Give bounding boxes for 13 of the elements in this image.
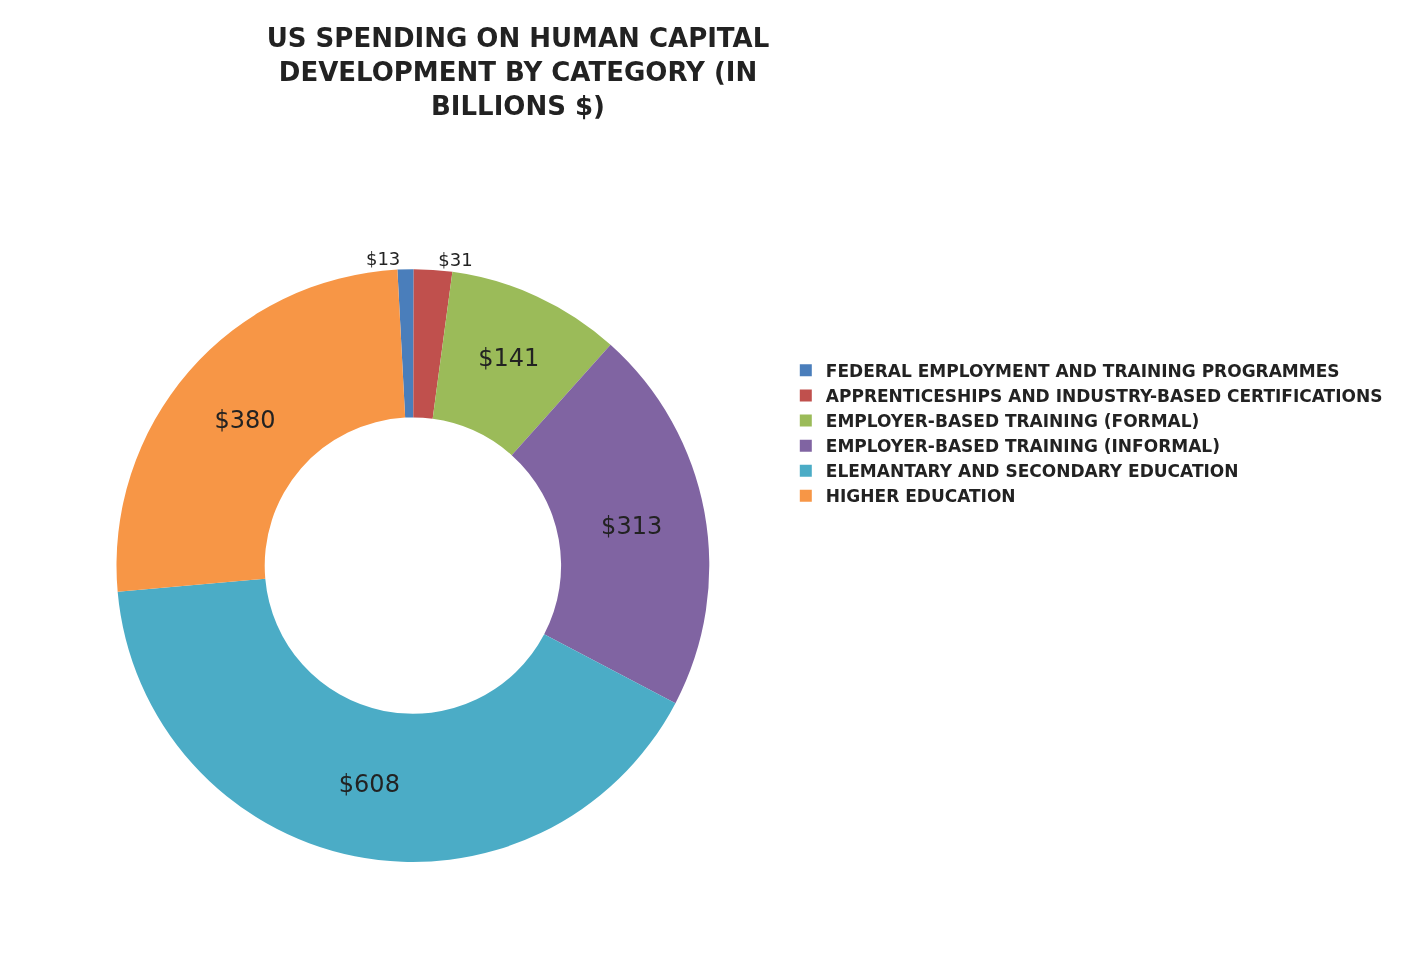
data-label: $31: [438, 248, 473, 270]
data-label: $313: [601, 511, 663, 540]
legend-label: EMPLOYER-BASED TRAINING (FORMAL): [825, 411, 1200, 432]
legend-label: APPRENTICESHIPS AND INDUSTRY-BASED CERTIFICATIONS: [825, 386, 1383, 407]
data-label: $13: [365, 248, 401, 270]
legend-label: FEDERAL EMPLOYMENT AND TRAINING PROGRAMMES: [825, 360, 1340, 381]
legend-label: EMPLOYER-BASED TRAINING (INFORMAL): [825, 436, 1220, 457]
data-label: $608: [338, 769, 400, 798]
data-label: $380: [214, 405, 276, 434]
legend-label: ELEMANTARY AND SECONDARY EDUCATION: [825, 461, 1239, 482]
data-label: $141: [478, 343, 540, 372]
chart-title: US SPENDING ON HUMAN CAPITAL DEVELOPMENT BY CATEGORY (IN BILLIONS $): [266, 23, 770, 121]
legend-label: HIGHER EDUCATION: [825, 486, 1016, 507]
